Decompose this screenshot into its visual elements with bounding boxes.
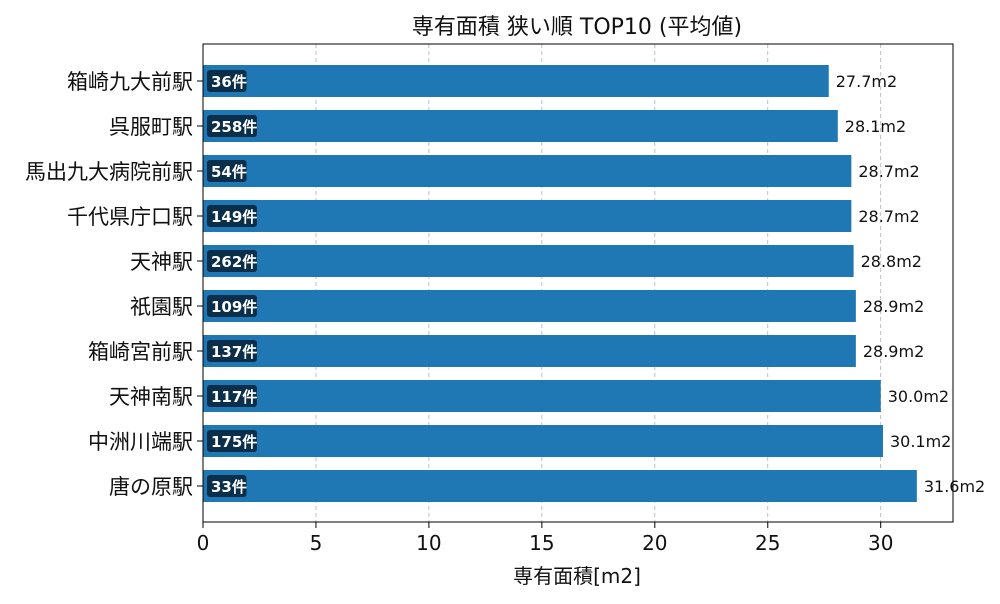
x-tick-label: 0 bbox=[197, 531, 210, 555]
x-tick-label: 5 bbox=[310, 531, 323, 555]
value-label: 30.0m2 bbox=[888, 387, 949, 406]
count-badge bbox=[207, 205, 257, 227]
count-label: 175件 bbox=[211, 433, 257, 451]
count-badge bbox=[207, 160, 247, 182]
value-label: 28.7m2 bbox=[858, 207, 919, 226]
y-tick-label: 天神駅 bbox=[130, 250, 193, 274]
y-axis: 箱崎九大前駅呉服町駅馬出九大病院前駅千代県庁口駅天神駅祇園駅箱崎宮前駅天神南駅中… bbox=[25, 70, 203, 499]
y-tick-label: 天神南駅 bbox=[109, 385, 193, 409]
chart-title: 専有面積 狭い順 TOP10 (平均値) bbox=[412, 15, 742, 40]
count-badge bbox=[207, 250, 257, 272]
count-badge bbox=[207, 385, 257, 407]
plot-area-frame bbox=[202, 43, 954, 523]
count-label: 258件 bbox=[211, 118, 257, 136]
bar bbox=[203, 425, 883, 457]
count-badge bbox=[207, 115, 257, 137]
count-badge bbox=[207, 430, 257, 452]
bar bbox=[203, 110, 838, 142]
count-label: 36件 bbox=[211, 73, 247, 91]
count-badge bbox=[207, 475, 247, 497]
value-label: 27.7m2 bbox=[836, 72, 897, 91]
x-tick-label: 15 bbox=[529, 531, 554, 555]
y-tick-label: 箱崎九大前駅 bbox=[67, 70, 193, 94]
y-tick-label: 千代県庁口駅 bbox=[67, 205, 193, 229]
y-tick-label: 馬出九大病院前駅 bbox=[25, 160, 193, 184]
x-axis-label: 専有面積[m2] bbox=[513, 564, 641, 588]
count-label: 117件 bbox=[211, 388, 257, 406]
y-tick-label: 箱崎宮前駅 bbox=[88, 340, 193, 364]
value-label: 28.7m2 bbox=[858, 162, 919, 181]
count-label: 262件 bbox=[211, 253, 257, 271]
bars-group: 36件 27.7m2 258件 28.1m2 54件 28.7m2 149件 28.7m2 26… bbox=[203, 65, 985, 502]
count-label: 137件 bbox=[211, 343, 257, 361]
value-label: 28.9m2 bbox=[863, 297, 924, 316]
value-label: 31.6m2 bbox=[924, 477, 985, 496]
bar bbox=[203, 155, 852, 187]
value-label: 28.9m2 bbox=[863, 342, 924, 361]
x-tick-label: 20 bbox=[642, 531, 667, 555]
count-badge bbox=[207, 70, 247, 92]
bar bbox=[203, 470, 917, 502]
x-tick-label: 30 bbox=[868, 531, 893, 555]
count-badge bbox=[207, 340, 257, 362]
y-tick-label: 祇園駅 bbox=[130, 295, 193, 319]
count-label: 149件 bbox=[211, 208, 257, 226]
y-tick-label: 中洲川端駅 bbox=[88, 430, 193, 454]
bar bbox=[203, 65, 829, 97]
count-badge bbox=[207, 295, 257, 317]
value-label: 28.8m2 bbox=[861, 252, 922, 271]
y-tick-label: 呉服町駅 bbox=[109, 115, 193, 139]
count-label: 109件 bbox=[211, 298, 257, 316]
bar bbox=[203, 290, 856, 322]
bar bbox=[203, 380, 881, 412]
count-label: 54件 bbox=[211, 163, 247, 181]
bar bbox=[203, 335, 856, 367]
x-axis: 0 5 10 15 20 25 30 bbox=[197, 522, 893, 555]
count-label: 33件 bbox=[211, 478, 247, 496]
x-tick-label: 25 bbox=[755, 531, 780, 555]
bar bbox=[203, 200, 852, 232]
value-label: 30.1m2 bbox=[890, 432, 951, 451]
value-label: 28.1m2 bbox=[845, 117, 906, 136]
y-tick-label: 唐の原駅 bbox=[109, 475, 193, 499]
x-tick-label: 10 bbox=[416, 531, 441, 555]
bar bbox=[203, 245, 854, 277]
